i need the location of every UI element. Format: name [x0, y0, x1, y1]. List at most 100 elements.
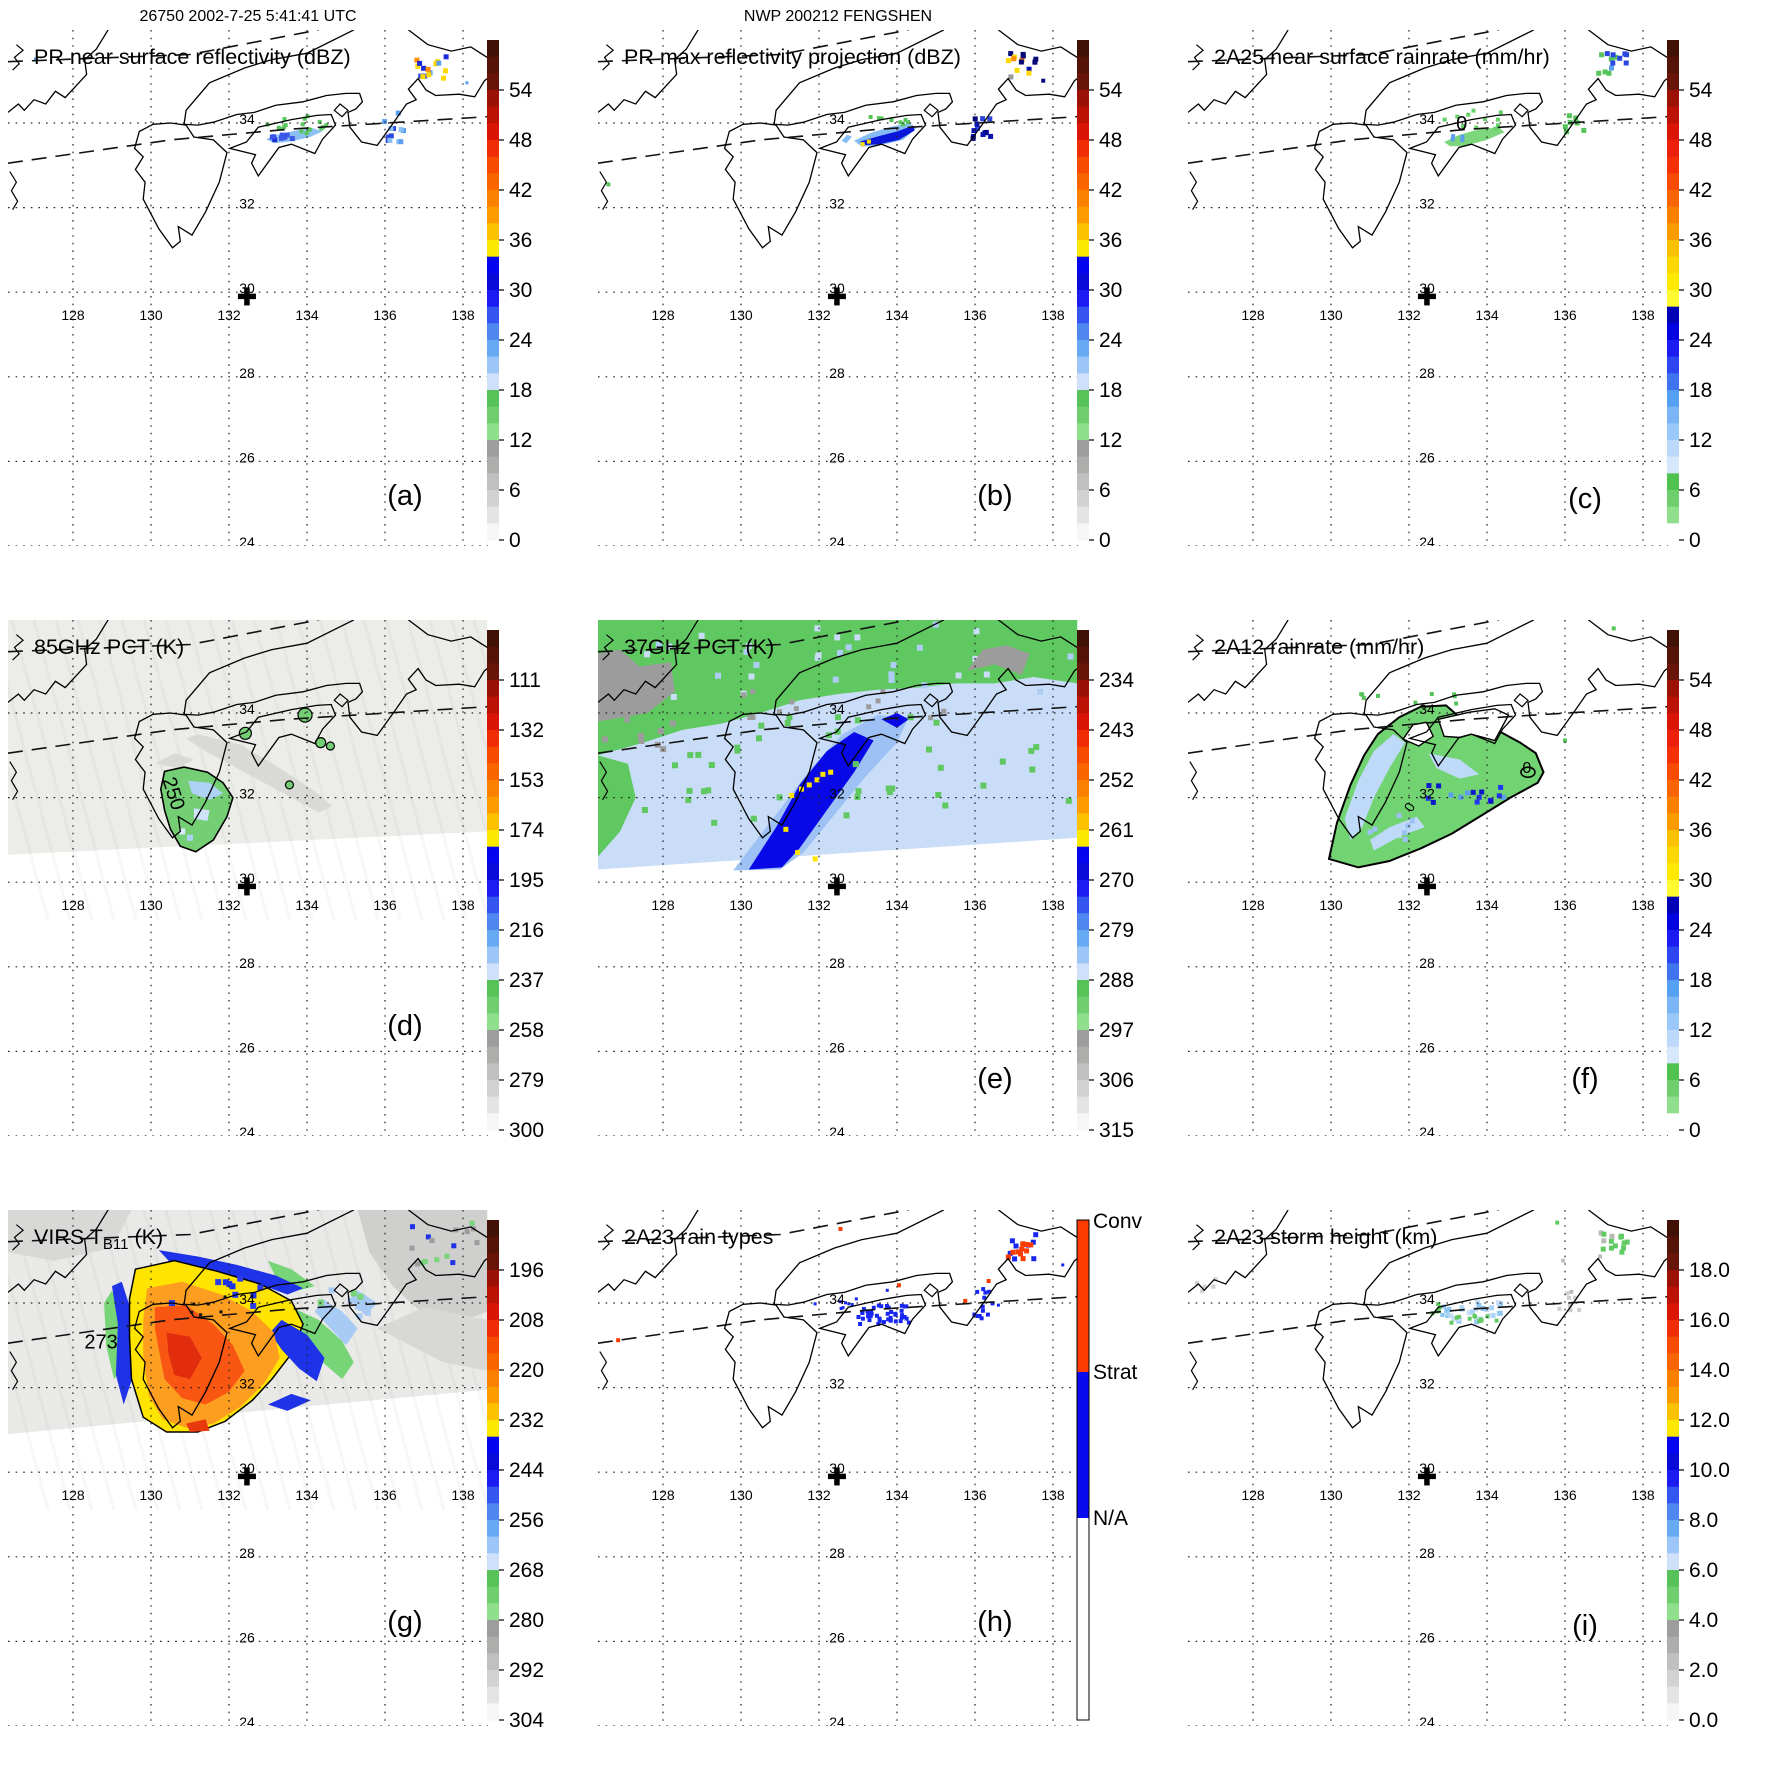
panel-letter: (b) [977, 480, 1012, 512]
lon-tick-label: 130 [1319, 1487, 1343, 1503]
lat-tick-label: 28 [239, 365, 255, 381]
colorbar-tick-label: 208 [509, 1309, 544, 1332]
lon-tick-label: 132 [217, 897, 241, 913]
colorbar-tick-label: 30 [1689, 279, 1712, 302]
lon-tick-label: 138 [1041, 307, 1065, 323]
colorbar-tick-label: 12 [1689, 429, 1712, 452]
lon-tick-label: 128 [1241, 897, 1265, 913]
lon-tick-label: 134 [1475, 897, 1499, 913]
lat-tick-label: 34 [829, 701, 845, 717]
panel-title: 2A25 near surface rainrate (mm/hr) [1214, 45, 1550, 69]
orbit-timestamp-header: 26750 2002-7-25 5:41:41 UTC [139, 8, 357, 25]
panel-letter: (e) [977, 1063, 1012, 1095]
panel-i: 1281301321341361383432302826242A23 storm… [1180, 1180, 1770, 1771]
lat-tick-label: 26 [829, 449, 845, 465]
colorbar-h: Conv Strat N/A [1076, 1210, 1143, 1721]
colorbar-tick-label: 12 [1689, 1019, 1712, 1042]
map-g: 273128130132134136138343230282624VIRS TB… [8, 1210, 488, 1726]
colorbar-tick-label: 18.0 [1689, 1259, 1730, 1282]
colorbar-tick-label: 268 [509, 1559, 544, 1582]
lat-tick-label: 32 [1419, 1376, 1435, 1392]
panel-c: 0 128 130 132 134 136 138 34 32 30 28 26 24 2A25 near… [1180, 0, 1770, 591]
panel-title: VIRS TB11 (K) [34, 1225, 163, 1253]
colorbar-tick-label: 304 [509, 1709, 544, 1732]
colorbar-tick-label: 195 [509, 869, 544, 892]
colorbar-tick-label: 12 [1099, 429, 1122, 452]
colorbar-tick-label: 24 [1689, 919, 1713, 942]
panel-d: 25012813013213413613834323028262485GHz P… [0, 590, 590, 1181]
lon-tick-label: 138 [1041, 1487, 1065, 1503]
lon-tick-label: 138 [1631, 307, 1655, 323]
colorbar-tick-label: 237 [509, 969, 544, 992]
colorbar-tick-label: 297 [1099, 1019, 1134, 1042]
lat-tick-label: 34 [239, 701, 255, 717]
lon-tick-label: 128 [1241, 307, 1265, 323]
colorbar-d: 111 132 153 174 195 216 237 258 279 300 [487, 630, 544, 1142]
lon-tick-label: 136 [1553, 897, 1577, 913]
lat-tick-label: 24 [239, 534, 255, 550]
colorbar-tick-label: 54 [1099, 79, 1123, 102]
panel-title: PR max reflectivity projection (dBZ) [624, 45, 961, 69]
lat-tick-label: 26 [239, 449, 255, 465]
panel-a: 128 130 132 134 136 138 34 32 30 28 26 24 PR near su… [0, 0, 590, 591]
lon-tick-label: 132 [1397, 897, 1421, 913]
colorbar-tick-label: 4.0 [1689, 1609, 1718, 1632]
lon-tick-label: 132 [807, 897, 831, 913]
colorbar-tick-label: 261 [1099, 819, 1134, 842]
lat-tick-label: 24 [1419, 1714, 1435, 1730]
colorbar-conv-block [1077, 1220, 1089, 1372]
colorbar-tick-label: 258 [509, 1019, 544, 1042]
colorbar-tick-label: 36 [509, 229, 532, 252]
lat-tick-label: 26 [829, 1039, 845, 1055]
lat-tick-label: 28 [239, 1545, 255, 1561]
colorbar-tick-label: 48 [1689, 719, 1712, 742]
panel-title: 2A12 rainrate (mm/hr) [1214, 635, 1424, 659]
colorbar-tick-label: 8.0 [1689, 1509, 1718, 1532]
colorbar-tick-label: 18 [1689, 969, 1712, 992]
colorbar-tick-label: 36 [1689, 229, 1712, 252]
panel-e: 12813013213413613834323028262437GHz PCT … [590, 590, 1180, 1181]
map-e: 12813013213413613834323028262437GHz PCT … [598, 620, 1078, 1140]
colorbar-tick-label: 0 [509, 529, 521, 552]
lon-tick-label: 136 [963, 1487, 987, 1503]
colorbar-tick-label: 196 [509, 1259, 544, 1282]
colorbar-tick-label: 42 [1099, 179, 1122, 202]
colorbar-tick-label: 18 [1689, 379, 1712, 402]
lat-tick-label: 24 [829, 1124, 845, 1140]
colorbar-tick-label: 153 [509, 769, 544, 792]
lat-tick-label: 26 [1419, 1039, 1435, 1055]
colorbar-tick-label: 288 [1099, 969, 1134, 992]
lon-tick-label: 134 [295, 1487, 319, 1503]
colorbar-tick-label: 16.0 [1689, 1309, 1730, 1332]
colorbar-tick-label: 234 [1099, 669, 1134, 692]
map-b: 128130132134136138343230282624PR max ref… [598, 30, 1078, 546]
lat-tick-label: 28 [829, 1545, 845, 1561]
lat-tick-label: 32 [239, 196, 255, 212]
colorbar-tick-label: 6.0 [1689, 1559, 1718, 1582]
colorbar-tick-label: 30 [509, 279, 532, 302]
colorbar-i: 18.0 16.0 14.0 12.0 10.0 8.0 6.0 4.0 2.0 0.0 [1667, 1220, 1730, 1732]
colorbar-tick-label: 300 [509, 1119, 544, 1142]
colorbar-type-label: Conv [1093, 1210, 1143, 1233]
colorbar-tick-label: 0 [1099, 529, 1111, 552]
lat-tick-label: 28 [1419, 955, 1435, 971]
colorbar-c: 54 48 42 36 30 24 18 12 6 0 [1667, 40, 1713, 552]
colorbar-tick-label: 54 [509, 79, 533, 102]
colorbar-a: 54 48 42 36 30 24 18 12 6 0 [487, 40, 533, 552]
colorbar-tick-label: 132 [509, 719, 544, 742]
lon-tick-label: 132 [217, 307, 241, 323]
map-h: 1281301321341361383432302826242A23 rain … [598, 1210, 1078, 1726]
panel-title: 37GHz PCT (K) [624, 635, 774, 659]
lon-tick-label: 132 [807, 1487, 831, 1503]
colorbar-tick-label: 0 [1689, 1119, 1701, 1142]
lat-tick-label: 34 [829, 111, 845, 127]
lat-tick-label: 32 [1419, 786, 1435, 802]
colorbar-tick-label: 279 [509, 1069, 544, 1092]
lat-tick-label: 32 [829, 786, 845, 802]
lat-tick-label: 24 [1419, 534, 1435, 550]
colorbar-tick-label: 292 [509, 1659, 544, 1682]
lon-tick-label: 130 [1319, 307, 1343, 323]
lon-tick-label: 138 [1041, 897, 1065, 913]
panel-letter: (g) [387, 1606, 422, 1638]
